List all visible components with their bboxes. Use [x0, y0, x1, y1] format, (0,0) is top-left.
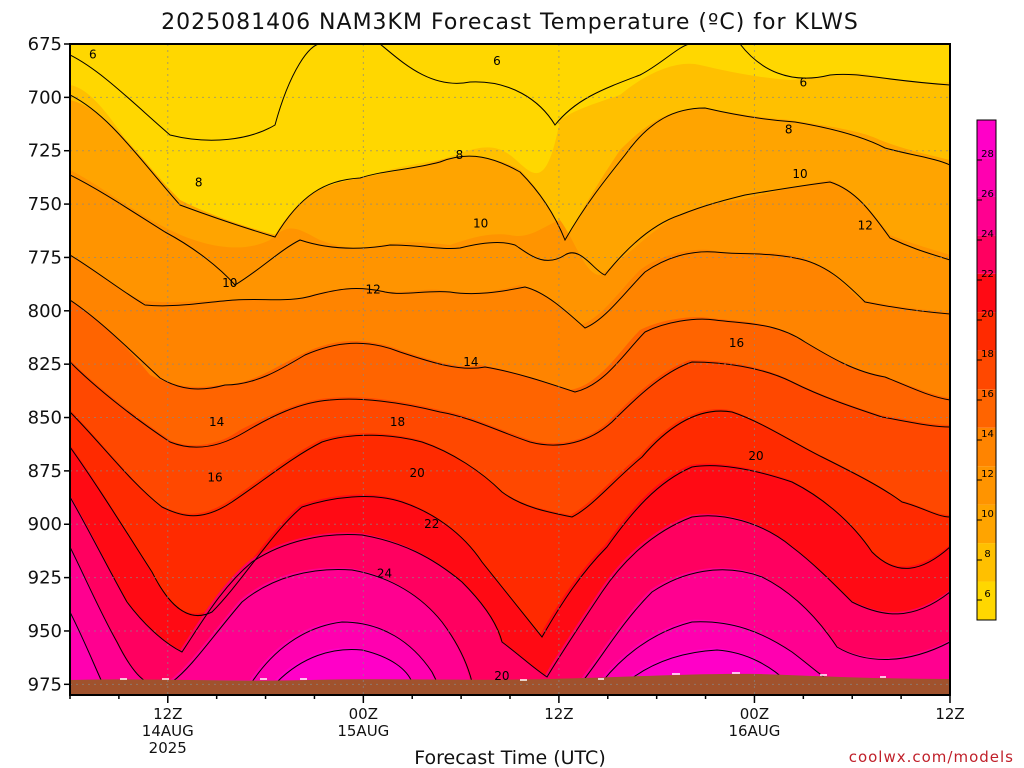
contour-label: 16 — [207, 470, 222, 484]
contour-lines — [70, 44, 950, 683]
contour-label: 20 — [494, 669, 509, 683]
y-tick-label: 750 — [28, 194, 62, 215]
colorbar-tick-label: 12 — [981, 469, 994, 480]
contour-label: 22 — [424, 517, 439, 531]
x-tick-label: 12Z — [935, 705, 964, 723]
x-tick-label: 00Z — [349, 705, 378, 723]
colorbar-tick-label: 10 — [981, 509, 994, 520]
contour-12 — [70, 251, 950, 329]
contour-20 — [70, 446, 950, 638]
colorbar-swatch — [977, 466, 996, 505]
colorbar: 6 8 10 12 14 16 18 20 22 24 26 28 — [976, 119, 997, 621]
contour-label: 10 — [473, 216, 488, 230]
contour-label: 24 — [377, 566, 392, 580]
y-tick-label: 850 — [28, 408, 62, 429]
colorbar-swatch — [977, 389, 996, 428]
y-tick-label: 900 — [28, 514, 62, 535]
contour-label: 6 — [89, 48, 97, 62]
temperature-field — [70, 44, 950, 695]
contour-16 — [70, 361, 950, 448]
colorbar-swatch — [977, 581, 996, 620]
colorbar-swatch — [977, 235, 996, 274]
y-tick-label: 950 — [28, 621, 62, 642]
colorbar-swatch — [977, 120, 996, 159]
contour-26 — [70, 611, 833, 683]
contour-22 — [70, 496, 950, 678]
y-tick-label: 700 — [28, 87, 62, 108]
colorbar-swatch — [977, 273, 996, 313]
colorbar-tick-label: 28 — [981, 149, 994, 160]
colorbar-swatch — [977, 312, 996, 351]
y-tick-label: 800 — [28, 301, 62, 322]
contour-6 — [70, 44, 950, 141]
x-tick-label: 2025 — [149, 739, 187, 757]
contour-label: 8 — [785, 122, 793, 136]
contour-label: 14 — [209, 415, 224, 429]
colorbar-swatch — [977, 543, 996, 582]
y-tick-label: 975 — [28, 674, 62, 695]
x-axis-label: Forecast Time (UTC) — [414, 747, 605, 768]
contour-8 — [70, 94, 950, 242]
band-30c — [275, 647, 785, 680]
x-tick-label: 14AUG — [142, 722, 194, 740]
contour-label: 14 — [463, 355, 478, 369]
contour-label: 6 — [493, 54, 501, 68]
y-tick-label: 825 — [28, 354, 62, 375]
y-tick-label: 875 — [28, 461, 62, 482]
ground-terrain — [70, 673, 950, 695]
x-tick-label: 12Z — [153, 705, 182, 723]
colorbar-swatch — [977, 158, 996, 197]
colorbar-tick-label: 16 — [981, 389, 994, 400]
contour-label: 12 — [858, 218, 873, 232]
contour-label: 10 — [792, 167, 807, 181]
contour-label: 8 — [456, 148, 464, 162]
y-tick-label: 675 — [28, 34, 62, 55]
ground-stipple — [120, 672, 886, 681]
credit-link[interactable]: coolwx.com/models — [849, 748, 1014, 766]
contour-10 — [70, 174, 950, 286]
contour-label: 10 — [222, 276, 237, 290]
contour-label: 20 — [748, 449, 763, 463]
contour-label: 20 — [409, 466, 424, 480]
colorbar-swatch — [977, 427, 996, 467]
contour-18 — [70, 410, 950, 518]
contour-label: 16 — [729, 336, 744, 350]
colorbar-tick-label: 20 — [981, 309, 994, 320]
x-tick-label: 12Z — [544, 705, 573, 723]
x-tick-label: 15AUG — [337, 722, 389, 740]
colorbar-tick-label: 24 — [981, 229, 994, 240]
colorbar-frame — [976, 119, 997, 621]
y-tick-label: 775 — [28, 247, 62, 268]
y-tick-label: 725 — [28, 141, 62, 162]
chart-title: 2025081406 NAM3KM Forecast Temperature (… — [161, 10, 859, 35]
colorbar-tick-label: 14 — [981, 429, 994, 440]
x-tick-label: 00Z — [740, 705, 769, 723]
contour-label: 18 — [390, 415, 405, 429]
y-axis: 675 700 725 750 775 800 825 850 875 900 925 950 975 — [28, 34, 70, 695]
contour-label: 12 — [365, 282, 380, 296]
x-tick-label: 16AUG — [728, 722, 780, 740]
contour-label-layer: 6 6 6 8 8 8 10 10 10 12 12 14 14 16 16 18 20 20 20 22 24 — [89, 48, 873, 683]
colorbar-tick-label: 18 — [981, 349, 994, 360]
colorbar-tick-label: 6 — [984, 589, 990, 600]
contour-label: 6 — [800, 75, 808, 89]
colorbar-tick-label: 22 — [981, 269, 994, 280]
colorbar-swatch — [977, 196, 996, 236]
contour-label: 8 — [195, 176, 203, 190]
contour-24 — [70, 546, 950, 683]
y-tick-label: 925 — [28, 568, 62, 589]
contour-28 — [276, 648, 788, 683]
colorbar-tick-label: 8 — [984, 549, 990, 560]
contour-14 — [70, 299, 950, 401]
colorbar-tick-label: 26 — [981, 189, 994, 200]
colorbar-swatch — [977, 504, 996, 544]
